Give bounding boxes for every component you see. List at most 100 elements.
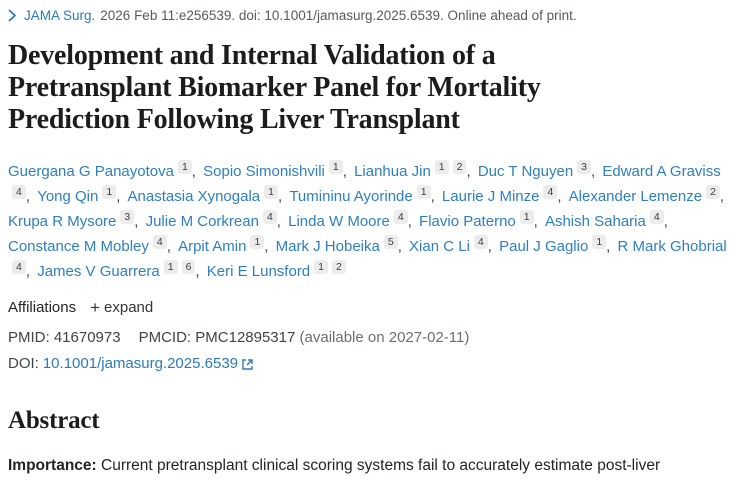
author-separator: , [591, 163, 600, 180]
author-affiliation-sup[interactable]: 1 [264, 185, 278, 199]
identifiers-row: PMID: 41670973 PMCID: PMC12895317 (availa… [8, 329, 740, 346]
author-link[interactable]: James V Guarrera [37, 263, 160, 280]
author-link[interactable]: Arpit Amin [178, 238, 247, 255]
author-affiliation-sup[interactable]: 1 [314, 260, 328, 274]
expand-label: expand [104, 299, 154, 316]
doi-value: 10.1001/jamasurg.2025.6539 [42, 355, 238, 372]
pmcid-value: PMC12895317 [195, 329, 296, 346]
author-separator: , [397, 238, 407, 255]
author-affiliation-sup[interactable]: 1 [519, 210, 534, 224]
pmid-group: PMID: 41670973 [8, 329, 121, 346]
author-affiliation-sup[interactable]: 4 [543, 185, 558, 199]
affiliations-expand-button[interactable]: + expand [90, 299, 153, 316]
pmid-value: 41670973 [53, 329, 121, 346]
chevron-right-icon [8, 9, 17, 22]
external-link-icon [241, 358, 254, 371]
author-link[interactable]: Tumininu Ayorinde [289, 188, 413, 205]
author-link[interactable]: Krupa R Mysore [8, 213, 117, 230]
author-link[interactable]: Constance M Mobley [8, 238, 149, 255]
author-link[interactable]: Anastasia Xynogala [127, 188, 261, 205]
author-link[interactable]: Guergana G Panayotova [8, 163, 174, 180]
author-link[interactable]: Paul J Gaglio [499, 238, 589, 255]
abstract-importance-paragraph: Importance: Current pretransplant clinic… [8, 454, 732, 478]
affiliations-row: Affiliations + expand [8, 299, 740, 316]
author-list: Guergana G Panayotova 1, Sopio Simonishvi… [8, 159, 732, 284]
author-affiliation-sup[interactable]: 2 [452, 160, 467, 174]
author-affiliation-sup[interactable]: 2 [332, 260, 346, 274]
journal-link[interactable]: JAMA Surg. [24, 8, 96, 23]
author-affiliation-sup[interactable]: 5 [383, 235, 398, 249]
plus-icon: + [90, 298, 101, 317]
author-separator: , [166, 238, 176, 255]
author-link[interactable]: Duc T Nguyen [477, 163, 574, 180]
author-separator: , [342, 163, 352, 180]
author-link[interactable]: R Mark Ghobrial [617, 238, 727, 255]
author-separator: , [466, 163, 475, 180]
author-link[interactable]: Julie M Corkrean [145, 213, 259, 230]
pmcid-label: PMCID: [138, 329, 192, 346]
author-link[interactable]: Linda W Moore [288, 213, 390, 230]
author-affiliation-sup[interactable]: 1 [434, 160, 449, 174]
author-affiliation-sup[interactable]: 1 [328, 160, 343, 174]
importance-label: Importance: [8, 457, 97, 474]
author-affiliation-sup[interactable]: 6 [181, 260, 196, 274]
author-link[interactable]: Sopio Simonishvili [203, 163, 325, 180]
author-affiliation-sup[interactable]: 1 [250, 235, 265, 249]
author-affiliation-sup[interactable]: 4 [12, 185, 26, 199]
author-affiliation-sup[interactable]: 1 [102, 185, 117, 199]
author-affiliation-sup[interactable]: 1 [592, 235, 607, 249]
author-separator: , [719, 188, 725, 205]
doi-row: DOI: 10.1001/jamasurg.2025.6539 [8, 355, 740, 372]
author-affiliation-sup[interactable]: 4 [473, 235, 488, 249]
page-title: Development and Internal Validation of a… [8, 40, 541, 135]
author-separator: , [25, 263, 35, 280]
author-separator: , [191, 163, 201, 180]
author-separator: , [277, 188, 287, 205]
author-separator: , [533, 213, 542, 230]
abstract-heading: Abstract [8, 407, 100, 434]
pmcid-group: PMCID: PMC12895317 (available on 2027-02… [139, 329, 470, 346]
author-link[interactable]: Yong Qin [37, 188, 99, 205]
citation-line: JAMA Surg. 2026 Feb 11:e256539. doi: 10.… [8, 8, 740, 23]
author-link[interactable]: Mark J Hobeika [275, 238, 380, 255]
author-separator: , [663, 213, 668, 230]
author-separator: , [487, 238, 497, 255]
author-separator: , [195, 263, 204, 280]
author-affiliation-sup[interactable]: 1 [163, 260, 178, 274]
author-separator: , [25, 188, 35, 205]
author-separator: , [557, 188, 566, 205]
author-link[interactable]: Keri E Lunsford [206, 263, 311, 280]
citation-details: 2026 Feb 11:e256539. doi: 10.1001/jamasu… [100, 8, 577, 23]
author-link[interactable]: Edward A Graviss [602, 163, 721, 180]
author-separator: , [134, 213, 143, 230]
pmcid-availability-note: (available on 2027-02-11) [299, 329, 470, 346]
author-link[interactable]: Xian C Li [409, 238, 470, 255]
author-affiliation-sup[interactable]: 2 [706, 185, 720, 199]
author-separator: , [430, 188, 439, 205]
author-affiliation-sup[interactable]: 4 [393, 210, 408, 224]
importance-text: Current pretransplant clinical scoring s… [101, 457, 661, 474]
author-affiliation-sup[interactable]: 1 [416, 185, 431, 199]
author-link[interactable]: Ashish Saharia [544, 213, 646, 230]
author-affiliation-sup[interactable]: 4 [649, 210, 664, 224]
doi-label: DOI: [8, 355, 39, 372]
author-separator: , [276, 213, 286, 230]
author-affiliation-sup[interactable]: 4 [262, 210, 277, 224]
author-affiliation-sup[interactable]: 4 [152, 235, 167, 249]
doi-link[interactable]: 10.1001/jamasurg.2025.6539 [43, 355, 254, 372]
affiliations-label: Affiliations [8, 299, 77, 316]
author-separator: , [264, 238, 273, 255]
author-link[interactable]: Lianhua Jin [354, 163, 431, 180]
author-separator: , [407, 213, 417, 230]
author-affiliation-sup[interactable]: 4 [12, 260, 26, 274]
author-separator: , [116, 188, 125, 205]
author-separator: , [606, 238, 615, 255]
author-link[interactable]: Alexander Lemenze [568, 188, 703, 205]
pmid-label: PMID: [8, 329, 50, 346]
author-link[interactable]: Laurie J Minze [441, 188, 540, 205]
author-affiliation-sup[interactable]: 3 [577, 160, 592, 174]
author-affiliation-sup[interactable]: 3 [120, 210, 135, 224]
article-page: JAMA Surg. 2026 Feb 11:e256539. doi: 10.… [8, 8, 740, 478]
author-link[interactable]: Flavio Paterno [419, 213, 516, 230]
author-affiliation-sup[interactable]: 1 [177, 160, 192, 174]
